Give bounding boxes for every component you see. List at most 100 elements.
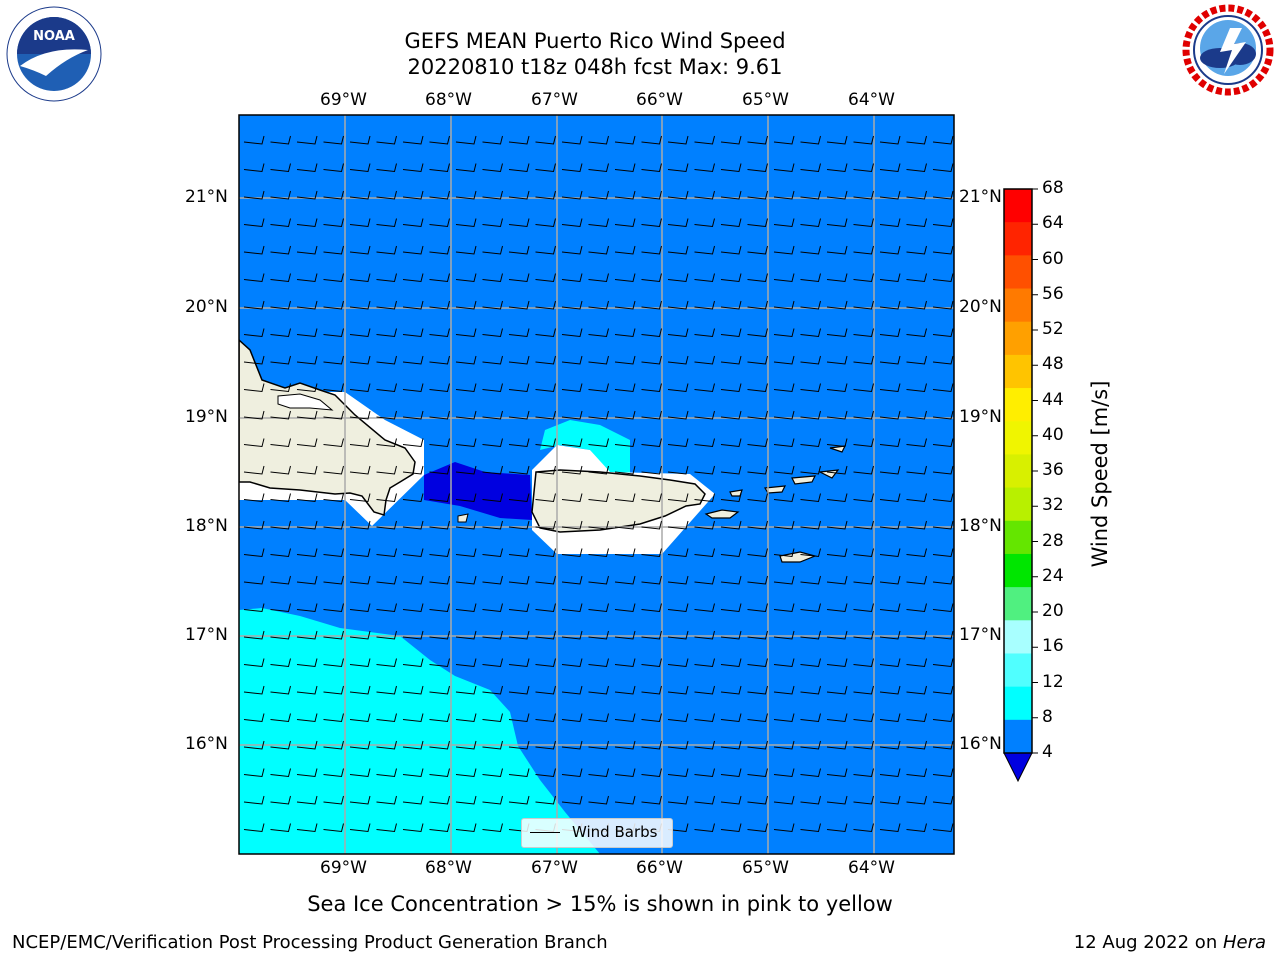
wind-barb: [535, 383, 556, 393]
wind-barb: [323, 630, 344, 640]
wind-barb: [376, 410, 397, 420]
wind-barb: [800, 658, 821, 668]
wind-barb: [296, 465, 318, 475]
wind-barb: [402, 300, 424, 310]
wind-barb: [296, 493, 318, 503]
wind-barb: [641, 328, 662, 338]
wind-barb: [747, 218, 768, 228]
wind-barb: [614, 685, 636, 695]
wind-barb: [429, 218, 450, 228]
wind-barb: [482, 603, 503, 613]
colorbar-swatch: [1004, 222, 1032, 256]
wind-barb: [694, 218, 715, 228]
wind-barb: [455, 493, 477, 503]
wind-barb: [879, 163, 901, 173]
wind-barb: [641, 163, 662, 173]
colorbar-swatch: [1004, 189, 1032, 223]
lon-label-bottom-66w: 66°W: [636, 858, 683, 878]
wind-barb: [906, 823, 927, 833]
wind-barb: [853, 273, 874, 283]
wind-barb: [800, 163, 821, 173]
wind-barb: [243, 768, 265, 778]
wind-barb: [747, 575, 768, 585]
wind-barb: [906, 355, 927, 365]
wind-barb: [349, 493, 371, 503]
wind-barb: [376, 245, 397, 255]
wind-barb: [667, 493, 689, 503]
wind-barb: [879, 685, 901, 695]
wind-barb: [376, 658, 397, 668]
wind-barb: [270, 465, 291, 475]
wind-barb: [826, 630, 848, 640]
wind-barb: [826, 410, 848, 420]
wind-barb: [429, 685, 450, 695]
wind-barb: [270, 245, 291, 255]
wind-barb: [800, 795, 821, 805]
wind-barb: [482, 328, 503, 338]
wind-barb: [535, 465, 556, 475]
wind-barb: [773, 410, 795, 420]
wind-barb: [349, 300, 371, 310]
wind-barb: [323, 273, 344, 283]
wind-barb: [561, 713, 583, 723]
wind-barb: [402, 603, 424, 613]
wind-barb: [800, 630, 821, 640]
wind-barb: [508, 575, 530, 585]
wind-barb: [323, 328, 344, 338]
wind-barb: [482, 548, 503, 558]
wind-barb: [773, 273, 795, 283]
wind-barb: [323, 823, 344, 833]
colorbar-swatch: [1004, 454, 1032, 489]
wind-barb: [641, 493, 662, 503]
wind-barb: [429, 823, 450, 833]
wind-barb: [508, 328, 530, 338]
wind-barb: [853, 575, 874, 585]
wind-barb: [402, 685, 424, 695]
wind-barb: [482, 163, 503, 173]
wind-barb: [243, 740, 265, 750]
wind-barb: [535, 740, 556, 750]
wind-barb: [402, 355, 424, 365]
wind-barb: [906, 685, 927, 695]
wind-barb: [641, 658, 662, 668]
wind-barb: [455, 795, 477, 805]
wind-barb: [826, 493, 848, 503]
wind-barb: [800, 823, 821, 833]
wind-barb: [720, 218, 742, 228]
wind-barb: [402, 548, 424, 558]
wind-barb: [455, 438, 477, 448]
wind-barb: [614, 300, 636, 310]
wind-barb: [402, 163, 424, 173]
wind-barb: [667, 630, 689, 640]
wind-barb: [614, 355, 636, 365]
wind-barb: [243, 603, 265, 613]
wind-barb: [800, 493, 821, 503]
wind-barb: [932, 410, 954, 420]
wind-barb: [482, 383, 503, 393]
wind-barb: [667, 245, 689, 255]
wind-barb: [376, 355, 397, 365]
wind-barb: [694, 300, 715, 310]
wind-barb: [879, 493, 901, 503]
wind-barb: [349, 163, 371, 173]
wind-barb: [243, 355, 265, 365]
wind-barb: [561, 190, 583, 200]
wind-barb: [641, 245, 662, 255]
wind-barb: [508, 273, 530, 283]
wind-barb: [614, 135, 636, 145]
wind-barb: [402, 410, 424, 420]
wind-barb: [296, 795, 318, 805]
wind-barb: [720, 410, 742, 420]
wind-barb: [429, 465, 450, 475]
wind-barb: [376, 273, 397, 283]
wind-barb: [376, 438, 397, 448]
wind-barb: [773, 823, 795, 833]
wind-barb: [694, 630, 715, 640]
wind-barb: [243, 658, 265, 668]
colorbar-swatch: [1004, 388, 1032, 422]
wind-barb: [508, 740, 530, 750]
wind-barb: [270, 383, 291, 393]
wind-barb: [243, 218, 265, 228]
wind-barb: [482, 520, 503, 530]
wind-barb: [535, 685, 556, 695]
